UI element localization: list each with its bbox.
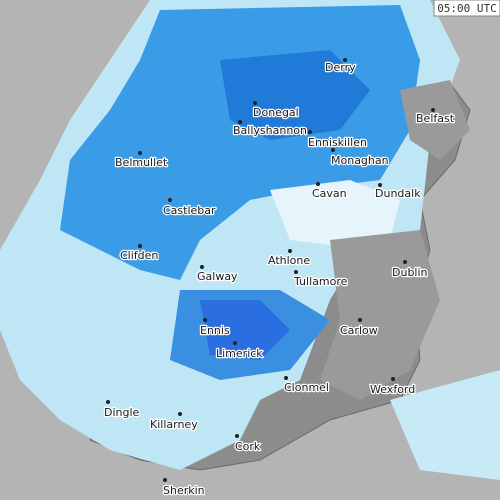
place-dot	[238, 120, 242, 124]
place-label: Ennis	[200, 324, 230, 337]
place-label: Wexford	[370, 383, 415, 396]
place-dot	[138, 244, 142, 248]
place-label: Limerick	[216, 347, 263, 360]
place-dot	[233, 341, 237, 345]
place-label: Donegal	[253, 106, 299, 119]
place-dot	[106, 400, 110, 404]
place-dot	[163, 478, 167, 482]
place-dot	[200, 265, 204, 269]
place-dot	[138, 151, 142, 155]
place-label: Derry	[325, 61, 356, 74]
place-label: Dundalk	[375, 187, 421, 200]
place-label: Killarney	[150, 418, 198, 431]
place-dot	[316, 182, 320, 186]
place-label: Ballyshannon	[233, 124, 307, 137]
place-dot	[235, 434, 239, 438]
place-dot	[288, 249, 292, 253]
place-dot	[343, 58, 347, 62]
place-dot	[284, 376, 288, 380]
place-dot	[378, 183, 382, 187]
place-dot	[403, 260, 407, 264]
place-labels: Derry Donegal Ballyshannon Enniskillen B…	[103, 60, 456, 499]
place-label: Belmullet	[115, 156, 168, 169]
place-label: Enniskillen	[308, 136, 367, 149]
dry-land	[320, 230, 440, 400]
place-dot	[431, 108, 435, 112]
place-dot	[253, 101, 257, 105]
place-label: Galway	[197, 270, 238, 283]
place-dot	[294, 270, 298, 274]
place-label: Cork	[235, 440, 261, 453]
place-label: Dublin	[392, 266, 428, 279]
place-dot	[203, 318, 207, 322]
place-label: Dingle	[104, 406, 140, 419]
place-dot	[308, 130, 312, 134]
radar-heavy	[220, 50, 370, 140]
place-label: Clifden	[120, 249, 158, 262]
place-dot	[331, 148, 335, 152]
place-label: Belfast	[416, 112, 455, 125]
place-label: Sherkin	[163, 484, 205, 497]
place-label: Castlebar	[163, 204, 216, 217]
place-dot	[391, 377, 395, 381]
place-dots	[106, 58, 435, 482]
place-label: Clonmel	[284, 381, 329, 394]
place-dot	[168, 198, 172, 202]
place-label: Cavan	[312, 187, 347, 200]
place-dot	[358, 318, 362, 322]
radar-clear	[270, 180, 400, 245]
place-label: Athlone	[268, 254, 310, 267]
place-label: Carlow	[340, 324, 378, 337]
place-label: Tullamore	[293, 275, 348, 288]
radar-heavy	[200, 300, 290, 360]
timestamp-box	[433, 0, 500, 17]
place-label: Monaghan	[331, 154, 389, 167]
radar-light	[390, 370, 500, 480]
place-dot	[178, 412, 182, 416]
dry-land	[400, 80, 470, 160]
timestamp: 05:00 UTC	[437, 2, 497, 15]
